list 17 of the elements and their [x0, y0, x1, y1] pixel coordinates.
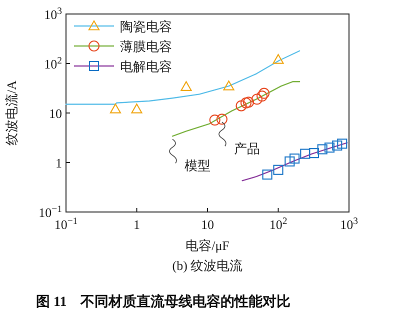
annotation: 产品: [234, 141, 260, 156]
xtick: 1: [134, 217, 140, 232]
xtick: 10$^{2}$: [269, 216, 288, 232]
ytick: 10$^{3}$: [44, 6, 62, 22]
legend-label: 陶瓷电容: [120, 19, 172, 34]
legend-label: 薄膜电容: [120, 39, 172, 54]
ytick: 10: [49, 106, 62, 121]
legend-label: 电解电容: [120, 59, 172, 74]
title: 图 11 不同材质直流母线电容的性能对比: [36, 295, 291, 310]
ytick: 10$^{2}$: [44, 55, 62, 72]
ytick: 1: [56, 156, 62, 170]
xtick: 10$^{3}$: [340, 216, 358, 232]
annotation: 模型: [184, 158, 210, 174]
xtick: 10: [201, 217, 214, 232]
subtitle: (b) 纹波电流: [172, 258, 243, 273]
xlabel: 电容/μF: [186, 238, 230, 253]
ylabel: 纹波电流/A: [4, 80, 19, 146]
